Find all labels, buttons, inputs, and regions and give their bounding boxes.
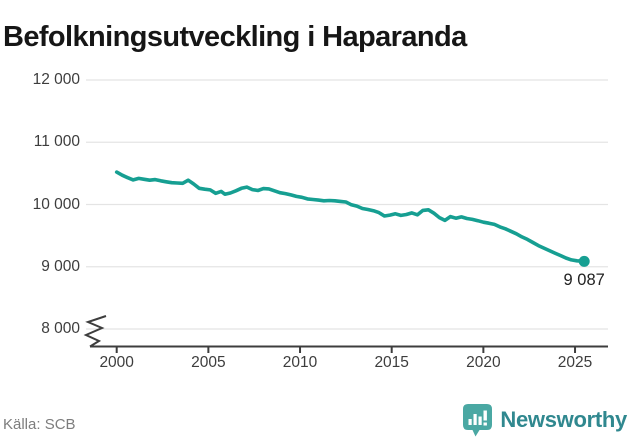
y-axis-tick-label: 8 000	[41, 320, 80, 337]
end-value-label: 9 087	[563, 271, 605, 290]
newsworthy-logo[interactable]: Newsworthy	[462, 403, 627, 437]
population-line	[114, 170, 587, 264]
newsworthy-logo-icon	[463, 404, 493, 437]
x-axis-tick-label: 2005	[191, 354, 226, 371]
y-axis-break-squiggle	[83, 315, 107, 348]
y-axis-tick-label: 9 000	[41, 257, 80, 275]
x-axis-ticks-group	[115, 346, 577, 353]
x-axis-tick-label: 2000	[99, 354, 134, 371]
source-caption: Källa: SCB	[3, 416, 76, 433]
series-end-dot	[578, 255, 590, 267]
chart-title: Befolkningsutveckling i Haparanda	[3, 21, 467, 54]
x-axis-tick-label: 2020	[466, 354, 501, 371]
x-axis-tick-label: 2010	[282, 354, 318, 371]
y-axis-tick-label: 12 000	[32, 71, 80, 88]
y-axis-tick-label: 11 000	[33, 133, 80, 151]
x-axis-tick-label: 2025	[557, 354, 593, 371]
y-axis-tick-label: 10 000	[32, 195, 80, 213]
x-axis-tick-label: 2015	[374, 354, 409, 371]
newsworthy-wordmark: Newsworthy	[500, 407, 627, 432]
